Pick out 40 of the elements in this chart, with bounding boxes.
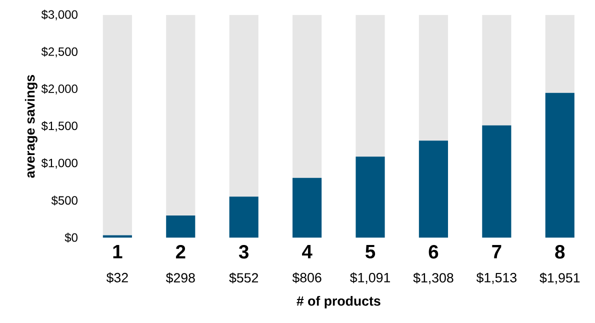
- data-label: $806: [292, 272, 322, 284]
- data-label: $1,308: [413, 272, 454, 284]
- x-tick-label: 1: [113, 245, 122, 258]
- bar: [482, 14, 512, 126]
- data-label: $552: [229, 272, 258, 284]
- x-tick-label: 6: [428, 245, 438, 259]
- y-tick-label: $2,500: [41, 46, 78, 58]
- x-tick-label: 2: [176, 245, 186, 258]
- data-label: $32: [106, 272, 128, 284]
- y-tick-label: $0: [64, 232, 78, 243]
- x-tick-label: 8: [555, 245, 565, 259]
- bar: [229, 196, 258, 238]
- data-label: $1,513: [476, 272, 516, 284]
- bar: [482, 125, 512, 238]
- bar: [166, 216, 196, 238]
- bar: [418, 14, 448, 141]
- y-tick-label: $500: [51, 196, 78, 206]
- x-tick-label: 5: [366, 245, 376, 258]
- x-tick-label: 3: [238, 245, 248, 259]
- x-axis-title: # of products: [296, 296, 380, 308]
- y-tick-label: $1,500: [41, 121, 78, 132]
- bar: [229, 14, 258, 197]
- bar: [292, 14, 322, 178]
- bar: [166, 14, 196, 216]
- x-tick-label: 4: [302, 245, 312, 258]
- data-label: $1,951: [540, 272, 580, 284]
- x-tick-label: 7: [492, 245, 502, 258]
- y-tick-label: $3,000: [41, 10, 78, 20]
- y-axis-title: average savings: [24, 75, 38, 178]
- bar: [545, 92, 574, 238]
- data-label: $298: [166, 272, 195, 284]
- bar: [292, 178, 322, 238]
- bar: [418, 140, 448, 238]
- data-label: $1,091: [350, 272, 390, 284]
- bar: [102, 14, 132, 236]
- bar: [356, 14, 385, 157]
- bar: [356, 156, 385, 238]
- y-tick-label: $2,000: [41, 84, 78, 94]
- bar: [545, 14, 574, 93]
- y-tick-label: $1,000: [41, 158, 78, 169]
